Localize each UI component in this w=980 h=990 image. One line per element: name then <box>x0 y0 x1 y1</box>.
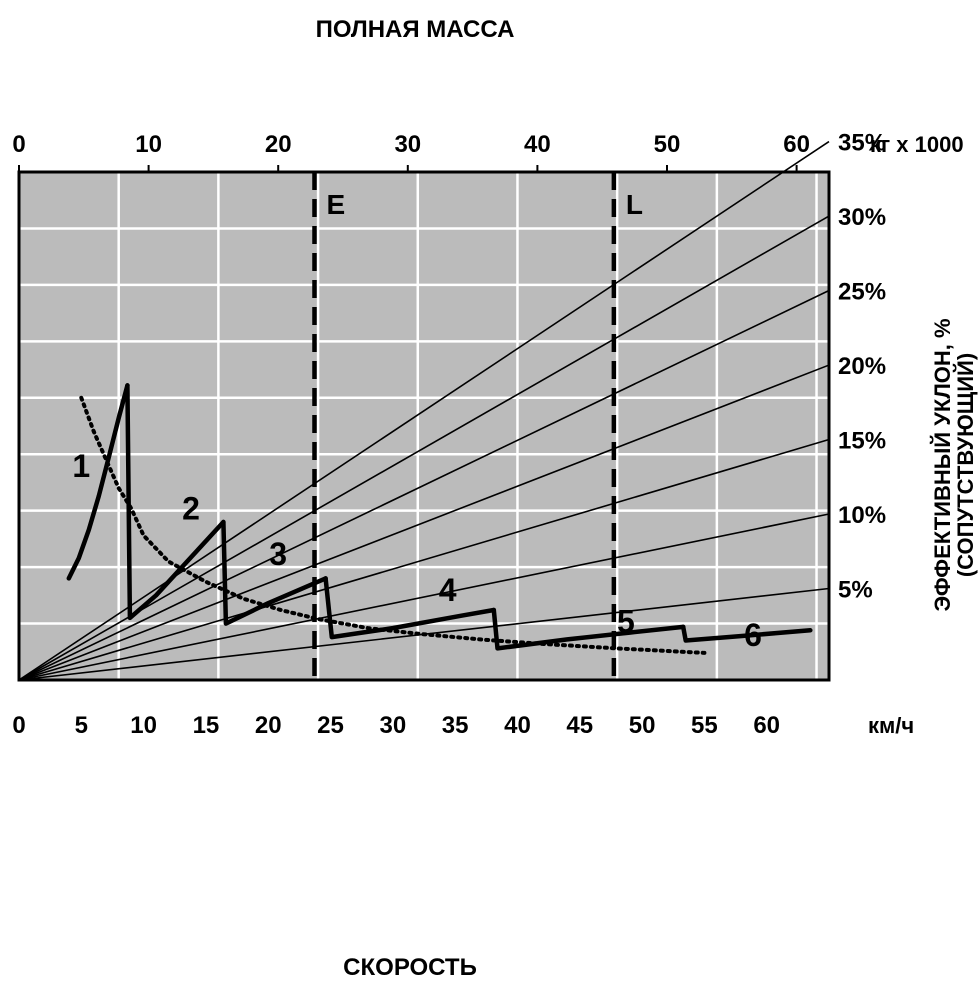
x-bottom-tick-label-4: 20 <box>255 712 282 739</box>
x-axis-top-unit: кг x 1000 <box>870 132 964 157</box>
x-top-tick-label-1: 10 <box>135 131 162 158</box>
x-top-tick-label-2: 20 <box>265 131 292 158</box>
x-axis-bottom: 0 5 10 15 20 25 30 35 40 45 50 55 60 <box>12 712 780 739</box>
x-bottom-tick-label-7: 35 <box>442 712 469 739</box>
gear-curves: 1 2 3 4 5 6 <box>66 383 813 653</box>
grade-label-4: 25% <box>838 279 886 306</box>
x-axis-bottom-unit: км/ч <box>868 713 914 738</box>
x-bottom-tick-label-2: 10 <box>130 712 157 739</box>
x-bottom-tick-label-12: 60 <box>753 712 780 739</box>
x-bottom-tick-label-3: 15 <box>193 712 220 739</box>
reference-label-E: E <box>326 189 345 220</box>
gear-label-4: 4 <box>439 572 457 608</box>
x-top-tick-label-3: 30 <box>394 131 421 158</box>
x-bottom-tick-label-5: 25 <box>317 712 344 739</box>
grade-line-2 <box>18 438 830 681</box>
x-bottom-tick-label-11: 55 <box>691 712 718 739</box>
x-top-tick-label-5: 50 <box>654 131 681 158</box>
x-bottom-tick-label-8: 40 <box>504 712 531 739</box>
grade-labels: 5% 10% 15% 20% 25% 30% 35% <box>838 130 886 604</box>
reference-label-L: L <box>626 189 643 220</box>
grade-label-3: 20% <box>838 353 886 380</box>
grade-line-1 <box>18 513 830 681</box>
grade-label-0: 5% <box>838 576 873 603</box>
grade-line-6 <box>18 140 830 681</box>
x-top-tick-label-0: 0 <box>12 131 25 158</box>
grade-line-4 <box>18 289 830 681</box>
gear-curve-1 <box>66 383 130 581</box>
gear-curve-3 <box>221 519 328 626</box>
gear-label-5: 5 <box>617 604 635 640</box>
gear-label-6: 6 <box>744 617 762 653</box>
grid <box>19 172 829 680</box>
plot-area <box>19 172 829 680</box>
plot-border <box>17 170 831 682</box>
chart-title-top: ПОЛНАЯ МАССА <box>316 16 515 43</box>
x-bottom-tick-label-9: 45 <box>566 712 593 739</box>
grade-label-6: 35% <box>838 130 886 157</box>
x-top-tick-label-4: 40 <box>524 131 551 158</box>
x-bottom-tick-label-6: 30 <box>379 712 406 739</box>
x-top-tick-label-6: 60 <box>783 131 810 158</box>
retarder-curve-line <box>79 395 707 655</box>
chart-title-bottom: СКОРОСТЬ <box>343 954 477 981</box>
y-axis-label-line1: ЭФФЕКТИВНЫЙ УКЛОН, % <box>930 318 955 611</box>
gear-curve-5 <box>491 607 686 651</box>
gear-label-3: 3 <box>269 536 287 572</box>
y-axis-label-line2: (СОПУТСТВУЮЩИЙ) <box>953 353 978 577</box>
x-bottom-tick-label-0: 0 <box>12 712 25 739</box>
x-bottom-tick-label-10: 50 <box>629 712 656 739</box>
gear-curve-2 <box>125 383 226 621</box>
x-bottom-tick-label-1: 5 <box>75 712 88 739</box>
grade-line-5 <box>18 215 830 681</box>
gear-curve-4 <box>323 576 497 640</box>
gear-curve-6 <box>680 624 813 643</box>
grade-label-5: 30% <box>838 204 886 231</box>
x-axis-top: 0 10 20 30 40 50 60 <box>12 131 810 172</box>
gear-label-2: 2 <box>182 491 200 527</box>
retarder-curve <box>79 395 707 655</box>
gear-label-1: 1 <box>72 448 90 484</box>
grade-label-2: 15% <box>838 428 886 455</box>
grade-line-3 <box>18 364 830 681</box>
grade-label-1: 10% <box>838 502 886 529</box>
